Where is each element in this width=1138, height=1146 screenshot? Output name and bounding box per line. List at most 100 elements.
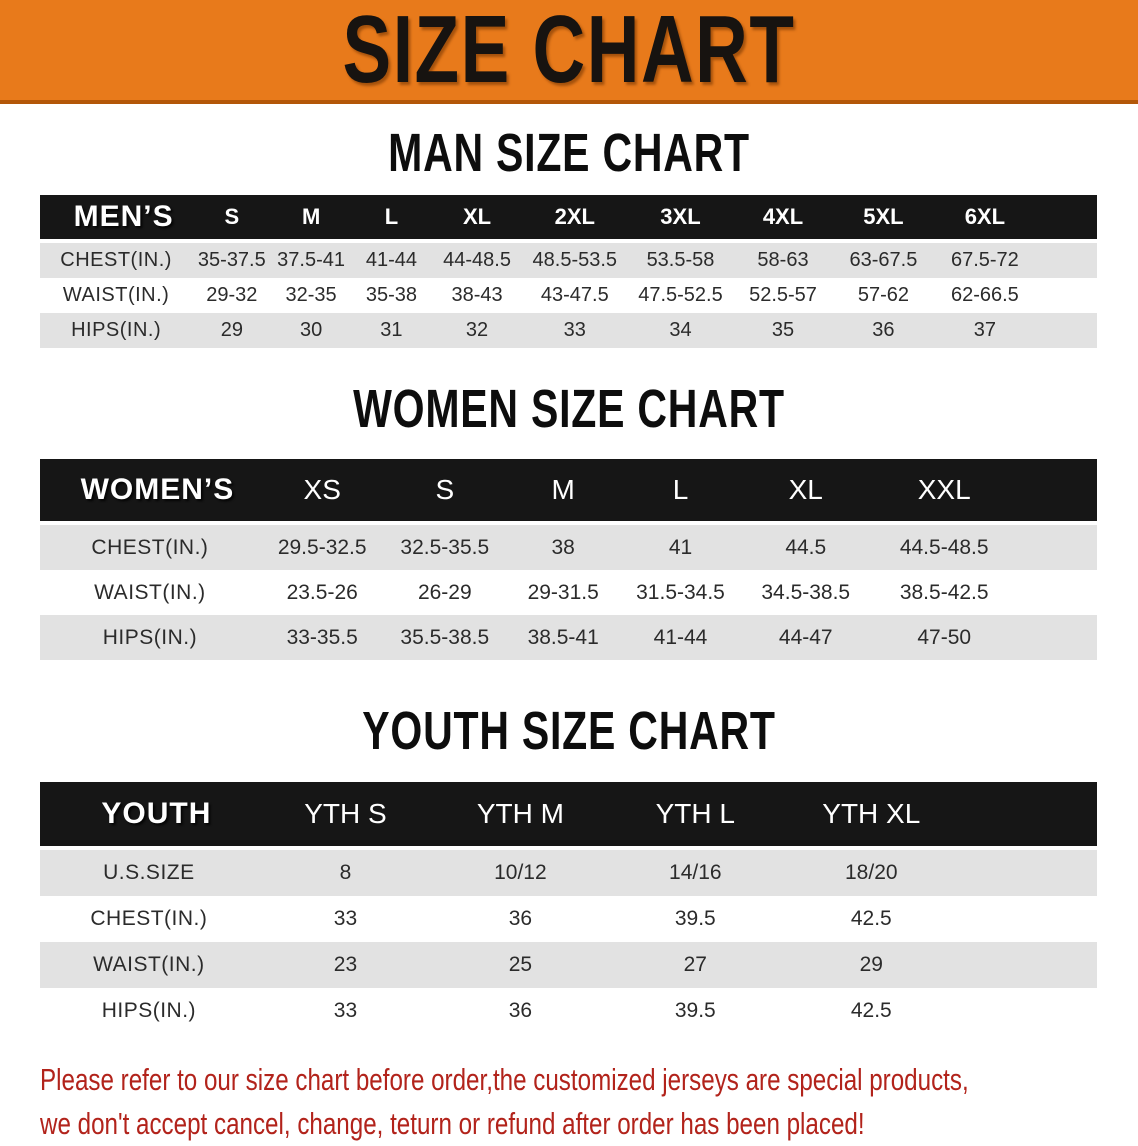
value-cell: 44-47 [739, 615, 872, 660]
value-cell: 42.5 [783, 896, 960, 942]
row-label: CHEST(IN.) [40, 523, 260, 570]
order-notice: Please refer to our size chart before or… [40, 1058, 1138, 1146]
value-cell: 37.5-41 [271, 241, 351, 278]
women-section-title-wrap: WOMEN SIZE CHART [0, 379, 1138, 439]
spacer-cell [959, 988, 1097, 1034]
value-cell: 62-66.5 [934, 278, 1036, 313]
value-cell: 25 [433, 942, 608, 988]
value-cell: 29 [783, 942, 960, 988]
value-cell: 36 [433, 988, 608, 1034]
order-notice-line-1: Please refer to our size chart before or… [40, 1062, 969, 1097]
man-section-title: MAN SIZE CHART [388, 123, 750, 183]
youth-group-label: YOUTH [40, 782, 258, 850]
size-header-cell: YTH XL [783, 782, 960, 850]
value-cell: 32-35 [271, 278, 351, 313]
value-cell: 26-29 [384, 570, 506, 615]
women-group-label: WOMEN’S [40, 459, 260, 525]
size-header-cell: L [350, 195, 433, 243]
size-header-cell: 3XL [627, 195, 734, 243]
value-cell: 23.5-26 [259, 570, 385, 615]
value-cell: 63-67.5 [832, 241, 935, 278]
value-cell: 36 [832, 313, 935, 348]
spacer-cell [1016, 615, 1097, 660]
banner-title: SIZE CHART [342, 0, 796, 103]
table-row: HIPS(IN.) 33 36 39.5 42.5 [40, 988, 1097, 1034]
row-label: CHEST(IN.) [40, 896, 258, 942]
table-row: HIPS(IN.) 29 30 31 32 33 34 35 36 37 [40, 313, 1097, 348]
value-cell: 41-44 [350, 241, 433, 278]
value-cell: 34.5-38.5 [739, 570, 872, 615]
value-cell: 52.5-57 [733, 278, 833, 313]
row-label: WAIST(IN.) [40, 278, 193, 313]
value-cell: 14/16 [607, 848, 784, 896]
value-cell: 44.5 [739, 523, 872, 570]
value-cell: 44.5-48.5 [871, 523, 1017, 570]
value-cell: 36 [433, 896, 608, 942]
order-notice-line-2: we don't accept cancel, change, teturn o… [40, 1106, 865, 1141]
value-cell: 35-37.5 [192, 241, 272, 278]
value-cell: 43-47.5 [521, 278, 628, 313]
value-cell: 18/20 [783, 848, 960, 896]
value-cell: 58-63 [733, 241, 833, 278]
value-cell: 37 [934, 313, 1036, 348]
value-cell: 47-50 [871, 615, 1017, 660]
value-cell: 39.5 [607, 896, 784, 942]
value-cell: 33 [257, 896, 434, 942]
value-cell: 23 [257, 942, 434, 988]
size-header-cell: S [384, 459, 506, 525]
spacer-cell [1035, 313, 1097, 348]
size-header-cell: 5XL [832, 195, 935, 243]
value-cell: 29.5-32.5 [259, 523, 385, 570]
row-label: HIPS(IN.) [40, 615, 260, 660]
value-cell: 29-31.5 [505, 570, 622, 615]
women-section-title: WOMEN SIZE CHART [353, 379, 785, 439]
size-header-cell: XS [259, 459, 385, 525]
spacer-cell [1035, 195, 1097, 243]
row-label: HIPS(IN.) [40, 988, 258, 1034]
size-header-cell: XL [739, 459, 872, 525]
spacer-cell [1035, 241, 1097, 278]
row-label: WAIST(IN.) [40, 570, 260, 615]
value-cell: 57-62 [832, 278, 935, 313]
value-cell: 32 [432, 313, 522, 348]
man-section-title-wrap: MAN SIZE CHART [0, 123, 1138, 183]
value-cell: 30 [271, 313, 351, 348]
value-cell: 67.5-72 [934, 241, 1036, 278]
spacer-cell [1016, 459, 1097, 525]
value-cell: 29 [192, 313, 272, 348]
table-row: CHEST(IN.) 35-37.5 37.5-41 41-44 44-48.5… [40, 241, 1097, 278]
value-cell: 48.5-53.5 [521, 241, 628, 278]
spacer-cell [959, 896, 1097, 942]
row-label: U.S.SIZE [40, 848, 258, 896]
size-header-cell: YTH S [257, 782, 434, 850]
value-cell: 53.5-58 [627, 241, 734, 278]
size-header-cell: S [192, 195, 272, 243]
value-cell: 38.5-42.5 [871, 570, 1017, 615]
youth-section-title: YOUTH SIZE CHART [362, 701, 776, 761]
size-header-cell: YTH L [607, 782, 784, 850]
row-label: CHEST(IN.) [40, 241, 193, 278]
spacer-cell [1016, 523, 1097, 570]
value-cell: 31 [350, 313, 433, 348]
value-cell: 31.5-34.5 [621, 570, 740, 615]
value-cell: 44-48.5 [432, 241, 522, 278]
size-header-cell: 2XL [521, 195, 628, 243]
value-cell: 33 [521, 313, 628, 348]
spacer-cell [959, 782, 1097, 850]
row-label: HIPS(IN.) [40, 313, 193, 348]
youth-header-row: YOUTH YTH S YTH M YTH L YTH XL [40, 782, 1097, 850]
women-size-table: WOMEN’S XS S M L XL XXL CHEST(IN.) 29.5-… [40, 459, 1097, 660]
table-row: WAIST(IN.) 23 25 27 29 [40, 942, 1097, 988]
spacer-cell [1035, 278, 1097, 313]
man-size-table: MEN’S S M L XL 2XL 3XL 4XL 5XL 6XL CHEST… [40, 195, 1097, 348]
women-header-row: WOMEN’S XS S M L XL XXL [40, 459, 1097, 525]
value-cell: 29-32 [192, 278, 272, 313]
table-row: WAIST(IN.) 29-32 32-35 35-38 38-43 43-47… [40, 278, 1097, 313]
size-header-cell: L [621, 459, 740, 525]
value-cell: 35-38 [350, 278, 433, 313]
value-cell: 35 [733, 313, 833, 348]
value-cell: 33-35.5 [259, 615, 385, 660]
row-label: WAIST(IN.) [40, 942, 258, 988]
size-header-cell: XXL [871, 459, 1017, 525]
man-group-label: MEN’S [40, 195, 193, 243]
